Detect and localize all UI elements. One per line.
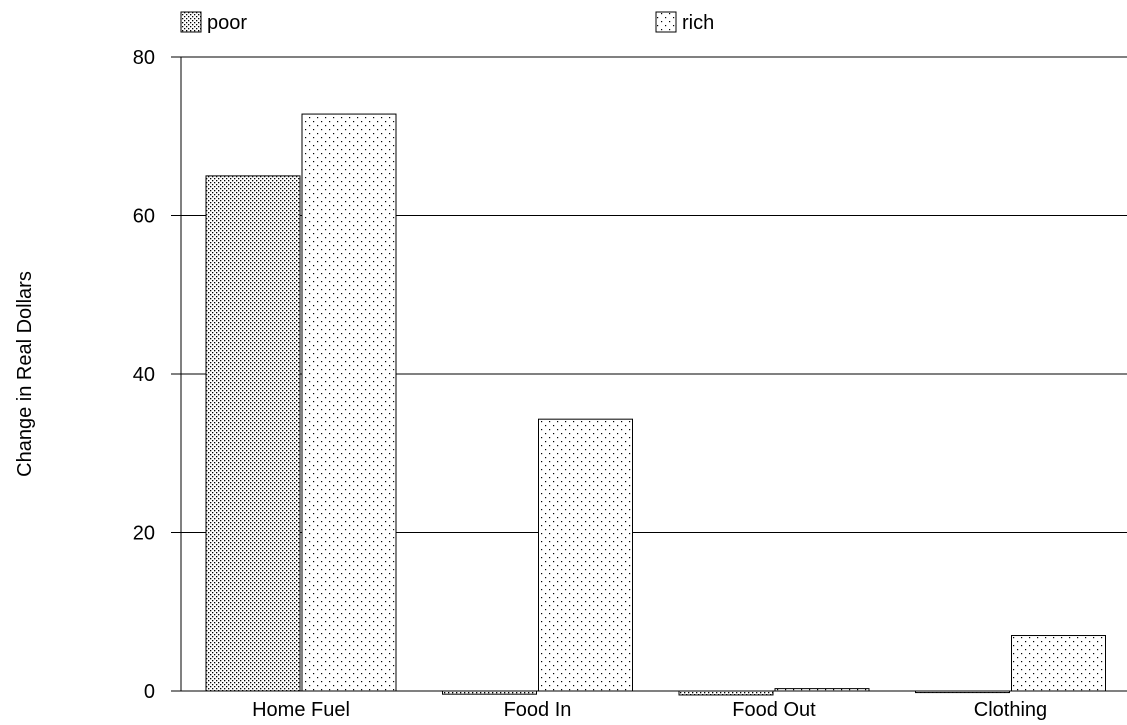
y-tick-label-20: 20	[133, 523, 155, 545]
x-tick-label-food-out: Food Out	[732, 699, 816, 721]
bar-rich-food-in	[538, 418, 633, 692]
legend-swatch-rich	[655, 11, 677, 33]
x-tick-label-food-in: Food In	[504, 699, 572, 721]
legend-label-poor: poor	[207, 12, 247, 34]
legend-swatch-poor	[180, 11, 202, 33]
legend-label-rich: rich	[682, 12, 714, 34]
y-axis-label: Change in Real Dollars	[14, 271, 36, 477]
y-ticks: 0 20 40 60 80	[133, 47, 181, 703]
y-tick-label-40: 40	[133, 364, 155, 386]
bar-rich-home-fuel	[301, 113, 397, 692]
x-tick-labels: Home Fuel Food In Food Out Clothing	[252, 699, 1047, 721]
bar-poor-home-fuel	[205, 175, 301, 692]
legend-item-poor: poor	[180, 11, 247, 34]
legend: poor rich	[180, 11, 714, 34]
bar-rich-clothing	[1011, 635, 1106, 692]
bars	[205, 113, 1106, 696]
y-tick-label-80: 80	[133, 47, 155, 69]
bar-poor-food-out	[678, 690, 774, 696]
y-tick-label-0: 0	[144, 681, 155, 703]
legend-item-rich: rich	[655, 11, 714, 34]
x-tick-label-clothing: Clothing	[974, 699, 1047, 721]
y-tick-label-60: 60	[133, 206, 155, 228]
x-tick-label-home-fuel: Home Fuel	[252, 699, 350, 721]
